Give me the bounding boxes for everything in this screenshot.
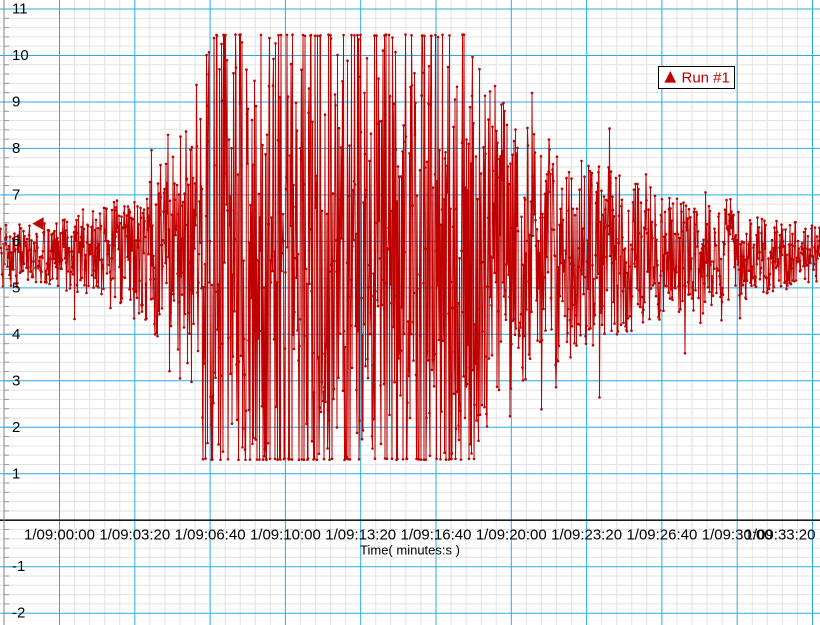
- svg-text:1/09:26:40: 1/09:26:40: [626, 527, 697, 544]
- svg-text:10: 10: [12, 47, 29, 64]
- svg-text:2: 2: [12, 419, 20, 436]
- svg-text:8: 8: [12, 140, 20, 157]
- svg-text:1/09:16:40: 1/09:16:40: [401, 527, 472, 544]
- svg-text:1/09:06:40: 1/09:06:40: [175, 527, 246, 544]
- svg-text:4: 4: [12, 326, 20, 343]
- svg-text:1/09:13:20: 1/09:13:20: [325, 527, 396, 544]
- svg-text:11: 11: [12, 1, 28, 18]
- svg-text:1/09:20:00: 1/09:20:00: [476, 527, 547, 544]
- svg-text:3: 3: [12, 372, 20, 389]
- svg-text:1/09:03:20: 1/09:03:20: [99, 527, 170, 544]
- svg-text:1/09:23:20: 1/09:23:20: [551, 527, 622, 544]
- svg-text:7: 7: [12, 186, 20, 203]
- svg-text:Time( minutes:s ): Time( minutes:s ): [360, 543, 460, 558]
- svg-text:1/09:00:00: 1/09:00:00: [24, 527, 95, 544]
- svg-text:1: 1: [12, 465, 20, 482]
- svg-text:-2: -2: [12, 605, 25, 622]
- svg-text:Run #1: Run #1: [682, 70, 730, 87]
- svg-text:-1: -1: [12, 558, 25, 575]
- svg-text:1/09:33:20: 1/09:33:20: [745, 527, 816, 544]
- svg-text:6: 6: [12, 233, 20, 250]
- svg-text:9: 9: [12, 94, 20, 111]
- svg-text:1/09:10:00: 1/09:10:00: [250, 527, 321, 544]
- svg-text:5: 5: [12, 279, 20, 296]
